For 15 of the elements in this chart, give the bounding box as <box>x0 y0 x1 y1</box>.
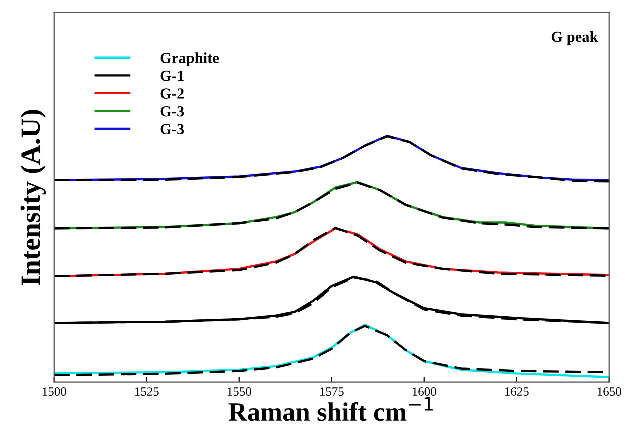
legend-label: G-3 <box>160 124 184 134</box>
legend-label: G-3 <box>160 106 184 117</box>
y-axis-title: Intensity (A.U) <box>20 110 46 286</box>
x-tick-label: 1550 <box>228 388 252 396</box>
x-tick-label: 1500 <box>42 388 66 396</box>
legend-label: G-1 <box>160 70 184 82</box>
legend-label: Graphite <box>160 52 220 67</box>
x-tick-label: 1625 <box>505 388 529 396</box>
x-tick-label: 1600 <box>412 388 436 396</box>
x-tick-label: 1525 <box>135 388 159 396</box>
x-axis-title: Raman shift cm$^{−1}$ <box>228 397 433 422</box>
x-tick-label: 1575 <box>320 388 344 396</box>
text: G peak <box>552 31 598 46</box>
legend-label: G-2 <box>160 88 184 99</box>
x-tick-label: 1650 <box>598 388 622 396</box>
